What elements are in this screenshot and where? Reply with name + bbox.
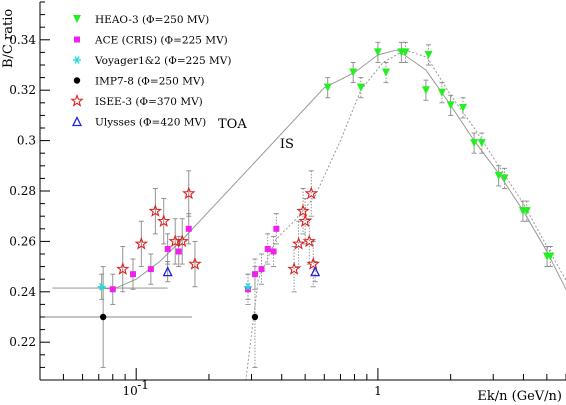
data-point-0-is-9 xyxy=(546,252,555,261)
legend-marker-0 xyxy=(73,15,81,23)
data-point-0-is-8 xyxy=(522,207,531,216)
legend-marker-4 xyxy=(70,93,84,107)
curve-label-toa: TOA xyxy=(218,117,247,132)
x-tick-exponent: -1 xyxy=(137,378,149,392)
data-point-0-toa-2 xyxy=(373,48,382,57)
data-point-1-toa-4 xyxy=(175,248,182,255)
data-point-1-is-0 xyxy=(244,286,251,293)
legend-marker-5 xyxy=(71,116,83,127)
data-point-5-is-0 xyxy=(310,266,321,277)
data-point-4-is-4 xyxy=(302,234,316,248)
data-point-4-toa-6 xyxy=(182,186,196,200)
data-point-1-is-3 xyxy=(264,245,271,252)
data-point-1-is-4 xyxy=(270,248,277,255)
legend-label-0: HEAO-3 (Φ=250 MV) xyxy=(95,14,209,26)
data-point-1-toa-1 xyxy=(129,271,136,278)
y-tick-label: 0.34 xyxy=(9,33,36,47)
data-point-1-toa-0 xyxy=(109,286,116,293)
curve-toa xyxy=(101,49,566,291)
data-point-4-toa-5 xyxy=(175,234,189,248)
data-point-1-toa-2 xyxy=(147,266,154,273)
data-point-4-is-6 xyxy=(306,256,320,270)
data-point-4-toa-3 xyxy=(156,214,171,227)
legend-marker-1 xyxy=(74,36,80,43)
y-tick-label: 0.28 xyxy=(9,184,36,198)
legend-label-3: IMP7-8 (Φ=250 MV) xyxy=(95,76,205,88)
y-tick-label: 0.22 xyxy=(9,335,36,349)
y-tick-label: 0.3 xyxy=(17,134,36,148)
data-point-1-toa-3 xyxy=(164,245,171,252)
legend-label-5: Ulysses (Φ=420 MV) xyxy=(95,117,206,129)
y-tick-label: 0.24 xyxy=(9,285,36,299)
legend-label-4: ISEE-3 (Φ=370 MV) xyxy=(95,96,203,108)
y-axis-label: B/C ratio xyxy=(1,9,16,68)
data-point-4-is-3 xyxy=(298,214,312,227)
legend: HEAO-3 (Φ=250 MV) ACE (CRIS) (Φ=225 MV) Vo… xyxy=(70,14,231,129)
data-point-0-is-3 xyxy=(424,50,433,59)
data-point-4-is-1 xyxy=(291,236,306,250)
legend-label-2: Voyager1&2 (Φ=225 MV) xyxy=(94,55,231,67)
legend-label-1: ACE (CRIS) (Φ=225 MV) xyxy=(94,35,228,47)
data-point-3-toa-0 xyxy=(99,313,107,321)
data-point-4-is-5 xyxy=(304,186,318,200)
data-markers xyxy=(97,48,555,321)
y-tick-label: 0.32 xyxy=(9,83,36,97)
data-point-0-toa-1 xyxy=(349,68,358,77)
data-point-2-toa-0 xyxy=(97,282,106,291)
data-point-1-is-1 xyxy=(251,271,258,278)
data-point-0-is-4 xyxy=(437,88,446,97)
data-point-0-is-7 xyxy=(500,174,509,183)
data-point-4-toa-1 xyxy=(134,236,149,250)
data-point-4-is-2 xyxy=(296,204,310,217)
data-point-0-is-1 xyxy=(381,68,390,77)
data-point-2-is-0 xyxy=(243,282,252,291)
data-point-4-is-0 xyxy=(287,262,301,275)
data-point-0-toa-4 xyxy=(421,86,430,95)
curve-label-is: IS xyxy=(280,137,294,152)
data-point-4-toa-2 xyxy=(148,204,163,217)
data-point-1-is-5 xyxy=(273,225,280,232)
tick-labels: 0.22 0.24 0.26 0.28 0.3 0.32 0.34 10 -1 1 xyxy=(9,33,381,398)
data-point-1-toa-5 xyxy=(185,225,192,232)
data-point-1-is-2 xyxy=(258,266,265,273)
curve-annotations: TOA IS xyxy=(218,117,294,152)
data-point-5-toa-0 xyxy=(162,266,173,277)
legend-marker-3 xyxy=(73,77,81,84)
data-point-3-is-0 xyxy=(251,313,259,321)
data-point-0-toa-0 xyxy=(323,83,332,92)
data-point-4-toa-7 xyxy=(188,257,202,270)
data-point-4-toa-0 xyxy=(116,262,130,275)
data-point-0-is-0 xyxy=(356,83,365,92)
data-point-0-is-2 xyxy=(401,48,410,57)
x-axis-label: Ek/n (GeV/n) xyxy=(477,389,562,404)
curve-is xyxy=(245,49,566,380)
data-point-0-toa-6 xyxy=(470,139,479,148)
legend-marker-2 xyxy=(73,56,81,64)
x-tick-label: 10 xyxy=(123,384,138,398)
y-tick-label: 0.26 xyxy=(9,234,36,248)
axes-frame xyxy=(39,1,566,381)
data-point-0-is-5 xyxy=(459,103,468,112)
data-point-0-is-6 xyxy=(477,139,486,148)
data-point-0-toa-5 xyxy=(446,101,455,110)
x-tick-label: 1 xyxy=(374,384,382,398)
data-point-0-toa-7 xyxy=(494,171,503,180)
